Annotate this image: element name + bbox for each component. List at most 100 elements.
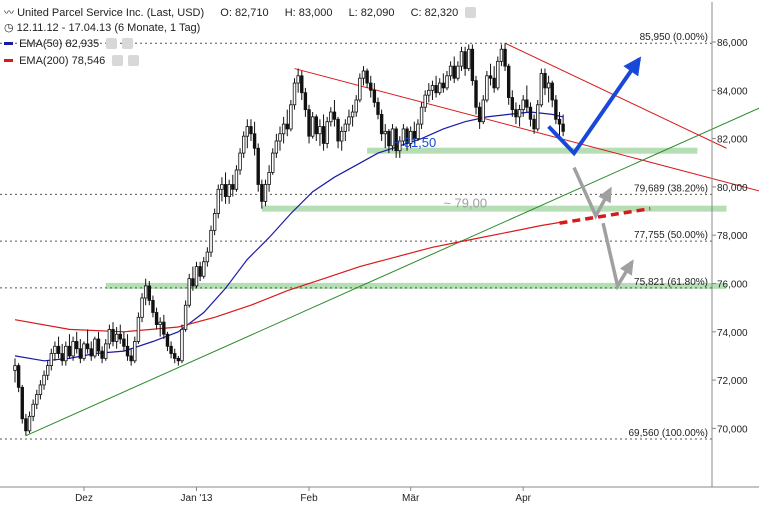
- candle-body: [289, 104, 293, 130]
- candle-body: [16, 365, 21, 388]
- ema200-line: [14, 221, 564, 333]
- candle-body: [452, 65, 456, 79]
- y-tick-label: 80,000: [717, 183, 748, 194]
- candle-body: [271, 152, 275, 173]
- candle-body: [281, 123, 286, 135]
- legend-ema50: EMA(50) 82,935: [4, 38, 134, 50]
- candle-body: [416, 123, 420, 140]
- candle-body: [154, 312, 159, 325]
- candle-body: [318, 126, 322, 135]
- candle-body: [314, 116, 318, 135]
- price-mode: (Last, USD): [146, 7, 205, 19]
- candle-body: [231, 184, 235, 190]
- candle-body: [492, 77, 496, 89]
- candle-body: [205, 251, 210, 263]
- y-tick-label: 82,000: [717, 135, 748, 146]
- fib-label: 85,950 (0.00%): [640, 32, 708, 43]
- high-value: H: 83,000: [284, 7, 333, 19]
- forecast-arrow-head: [598, 186, 612, 204]
- ema50-close-icon[interactable]: [122, 38, 134, 49]
- instrument-title: United Parcel Service Inc.: [17, 7, 144, 19]
- candle-body: [369, 82, 373, 91]
- y-tick-label: 76,000: [717, 280, 748, 291]
- fib-label: 69,560 (100.00%): [628, 428, 708, 439]
- candle-body: [456, 65, 460, 79]
- candles: [13, 43, 565, 436]
- chart-type-icon[interactable]: 〰: [4, 8, 14, 19]
- forecast-arrow-head: [619, 259, 634, 276]
- candle-body: [325, 121, 329, 144]
- x-tick-label: Dez: [75, 493, 93, 504]
- candle-body: [307, 109, 311, 137]
- candle-body: [53, 345, 57, 354]
- ema200-value: 78,546: [71, 55, 106, 67]
- candle-body: [296, 75, 300, 84]
- candle-body: [274, 140, 279, 154]
- ema50-label: EMA(50): [19, 38, 63, 50]
- forecast-arrow-path: [547, 57, 642, 157]
- candle-body: [514, 109, 518, 118]
- candle-body: [387, 130, 391, 147]
- candle-body: [202, 261, 206, 277]
- candle-body: [474, 80, 478, 108]
- candle-body: [336, 118, 340, 142]
- x-tick-label: Mär: [402, 493, 420, 504]
- candle-body: [539, 72, 544, 106]
- candle-body: [445, 75, 449, 89]
- candle-body: [350, 111, 355, 118]
- candle-body: [390, 128, 395, 147]
- candle-body: [227, 184, 231, 197]
- candle-body: [343, 123, 348, 132]
- candle-body: [71, 341, 75, 357]
- ema200-settings-icon[interactable]: [112, 55, 124, 66]
- header-row-2: ◷ 12.11.12 - 17.04.13 (6 Monate, 1 Tag): [4, 21, 200, 34]
- candle-body: [104, 343, 108, 359]
- candle-body: [499, 48, 504, 62]
- candle-body: [554, 99, 558, 120]
- candle-body: [256, 147, 260, 185]
- candle-body: [85, 343, 90, 350]
- candle-body: [176, 357, 181, 362]
- y-tick-label: 72,000: [717, 376, 748, 387]
- candle-body: [463, 51, 467, 69]
- candle-body: [93, 338, 97, 357]
- candle-body: [557, 118, 562, 125]
- candle-body: [510, 97, 515, 111]
- fib-label: 77,755 (50.00%): [634, 230, 708, 241]
- candle-body: [151, 300, 155, 313]
- candle-body: [20, 386, 24, 420]
- candle-body: [503, 48, 507, 67]
- candle-body: [133, 341, 137, 362]
- candle-body: [147, 285, 152, 301]
- ema200-swatch: [4, 59, 13, 62]
- candle-body: [339, 130, 344, 142]
- candle-body: [405, 128, 409, 144]
- candle-body: [169, 345, 173, 354]
- support-zone: [367, 147, 698, 154]
- trendline: [25, 107, 759, 437]
- candle-body: [408, 130, 413, 144]
- candle-body: [24, 418, 28, 432]
- candle-body: [521, 99, 525, 111]
- candle-body: [64, 345, 68, 362]
- candle-body: [441, 82, 446, 89]
- ema50-settings-icon[interactable]: [106, 38, 118, 49]
- candle-body: [427, 89, 431, 96]
- candle-body: [383, 130, 387, 135]
- open-value: O: 82,710: [220, 7, 269, 19]
- candle-body: [122, 338, 126, 347]
- candle-body: [321, 126, 326, 144]
- ema200-close-icon[interactable]: [128, 55, 140, 66]
- candle-body: [419, 106, 424, 125]
- candle-body: [438, 82, 442, 94]
- candle-body: [252, 133, 257, 149]
- settings-icon[interactable]: [465, 7, 477, 18]
- forecast-arrow-path: [601, 222, 634, 291]
- candle-body: [220, 184, 224, 190]
- clock-icon: ◷: [4, 22, 14, 34]
- candle-body: [111, 328, 115, 342]
- candle-body: [38, 384, 43, 395]
- candle-body: [234, 169, 239, 190]
- candle-body: [423, 94, 427, 108]
